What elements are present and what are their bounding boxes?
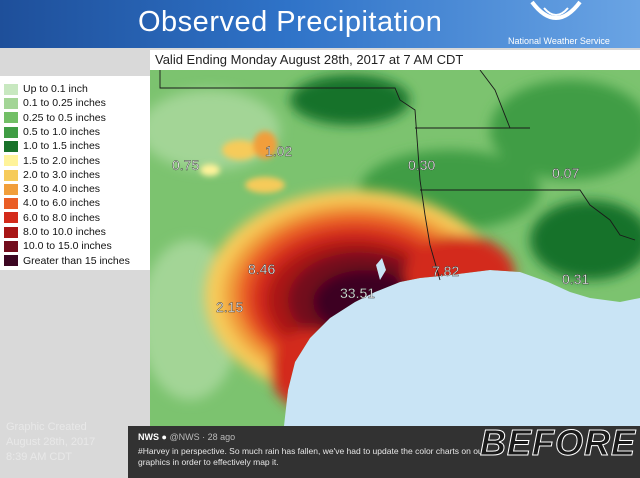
legend-swatch — [4, 212, 18, 224]
map-value-label: 8.46 — [248, 261, 275, 277]
legend-swatch — [4, 226, 18, 238]
legend-swatch — [4, 140, 18, 152]
legend-label: Greater than 15 inches — [23, 254, 130, 267]
legend-swatch — [4, 241, 18, 253]
legend-item: 0.5 to 1.0 inches — [4, 125, 100, 139]
legend-swatch — [4, 126, 18, 138]
legend-swatch — [4, 155, 18, 167]
credit-line: Graphic Created — [6, 421, 87, 433]
state-borders — [159, 70, 636, 281]
legend-label: 1.0 to 1.5 inches — [23, 140, 101, 153]
legend-item: 0.1 to 0.25 inches — [4, 96, 106, 110]
map-value-label: 0.30 — [408, 157, 435, 173]
legend-swatch — [4, 198, 18, 210]
legend-item: 10.0 to 15.0 inches — [4, 239, 112, 253]
valid-time-label: Valid Ending Monday August 28th, 2017 at… — [150, 50, 640, 70]
map-value-label: 2.15 — [216, 299, 243, 315]
credit-line: 8:39 AM CDT — [6, 451, 73, 463]
legend-label: 2.0 to 3.0 inches — [23, 168, 101, 181]
legend-item: 2.0 to 3.0 inches — [4, 168, 100, 182]
map-value-label: 7.82 — [432, 263, 459, 279]
legend-item: 1.0 to 1.5 inches — [4, 139, 100, 153]
legend-label: 3.0 to 4.0 inches — [23, 183, 101, 196]
legend-label: 4.0 to 6.0 inches — [23, 197, 101, 210]
verified-icon: ● — [161, 432, 167, 442]
legend-item: 4.0 to 6.0 inches — [4, 196, 100, 210]
legend-label: 6.0 to 8.0 inches — [23, 211, 101, 224]
legend-swatch — [4, 83, 18, 95]
legend-swatch — [4, 183, 18, 195]
legend-swatch — [4, 169, 18, 181]
legend-swatch — [4, 255, 18, 267]
tweet-author[interactable]: NWS — [138, 432, 159, 442]
agency-name: National Weather Service — [508, 36, 610, 46]
graphic-created-note: Graphic Created August 28th, 2017 8:39 A… — [6, 420, 95, 465]
legend-label: 8.0 to 10.0 inches — [23, 226, 106, 238]
legend-item: 0.25 to 0.5 inches — [4, 111, 106, 125]
legend-item: 6.0 to 8.0 inches — [4, 211, 100, 225]
tweet-header: NWS ● @NWS · 28 ago — [138, 432, 235, 442]
galveston-bay — [376, 258, 386, 280]
before-stamp: BEFORE — [479, 422, 640, 466]
precip-legend: Up to 0.1 inch 0.1 to 0.25 inches 0.25 to … — [0, 76, 150, 270]
legend-item: Up to 0.1 inch — [4, 82, 88, 96]
tweet-text: #Harvey in perspective. So much rain has… — [138, 446, 486, 467]
page-title: Observed Precipitation — [138, 6, 443, 38]
map-value-label: 0.31 — [562, 271, 589, 287]
tweet-handle: @NWS · 28 ago — [169, 432, 236, 442]
header-banner: Observed Precipitation National Weather … — [0, 0, 640, 48]
legend-label: 10.0 to 15.0 inches — [23, 240, 112, 253]
tweet-overlay: NWS ● @NWS · 28 ago #Harvey in perspecti… — [128, 426, 640, 478]
nws-logo-icon — [530, 0, 582, 20]
map-value-label: 0.75 — [172, 157, 199, 173]
legend-label: 0.5 to 1.0 inches — [23, 125, 101, 138]
legend-item: Greater than 15 inches — [4, 254, 130, 268]
legend-label: Up to 0.1 inch — [23, 83, 88, 95]
map-value-label: 1.02 — [265, 143, 292, 159]
map-value-label: 0.07 — [552, 165, 579, 181]
legend-label: 0.1 to 0.25 inches — [23, 97, 106, 110]
legend-swatch — [4, 98, 18, 110]
precip-map: 0.75 1.02 0.30 0.07 8.46 7.82 33.51 2.15… — [150, 70, 640, 426]
legend-swatch — [4, 112, 18, 124]
legend-item: 3.0 to 4.0 inches — [4, 182, 100, 196]
map-value-label: 33.51 — [340, 285, 375, 301]
legend-item: 8.0 to 10.0 inches — [4, 225, 106, 239]
credit-line: August 28th, 2017 — [6, 436, 96, 448]
legend-item: 1.5 to 2.0 inches — [4, 154, 100, 168]
before-label: BEFORE — [479, 422, 637, 464]
legend-label: 0.25 to 0.5 inches — [23, 111, 106, 124]
legend-label: 1.5 to 2.0 inches — [23, 154, 101, 167]
